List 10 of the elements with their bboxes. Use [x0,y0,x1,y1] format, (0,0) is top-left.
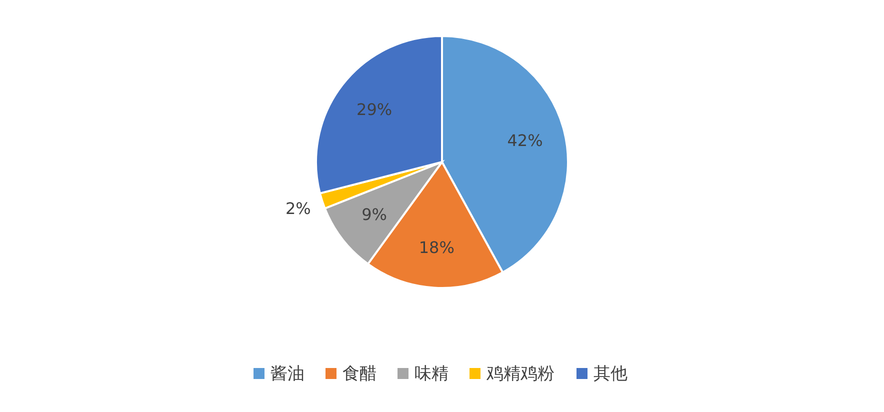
data-label: 18% [418,238,454,258]
data-label: 29% [356,100,392,119]
legend-label: 酱油 [270,364,304,384]
legend-label: 其他 [594,364,628,384]
data-label: 9% [362,205,387,224]
legend-label: 味精 [414,364,448,384]
legend-label: 食醋 [342,364,376,384]
legend-label: 鸡精鸡粉 [486,364,554,384]
data-label: 2% [286,199,311,218]
data-label: 42% [507,131,543,150]
